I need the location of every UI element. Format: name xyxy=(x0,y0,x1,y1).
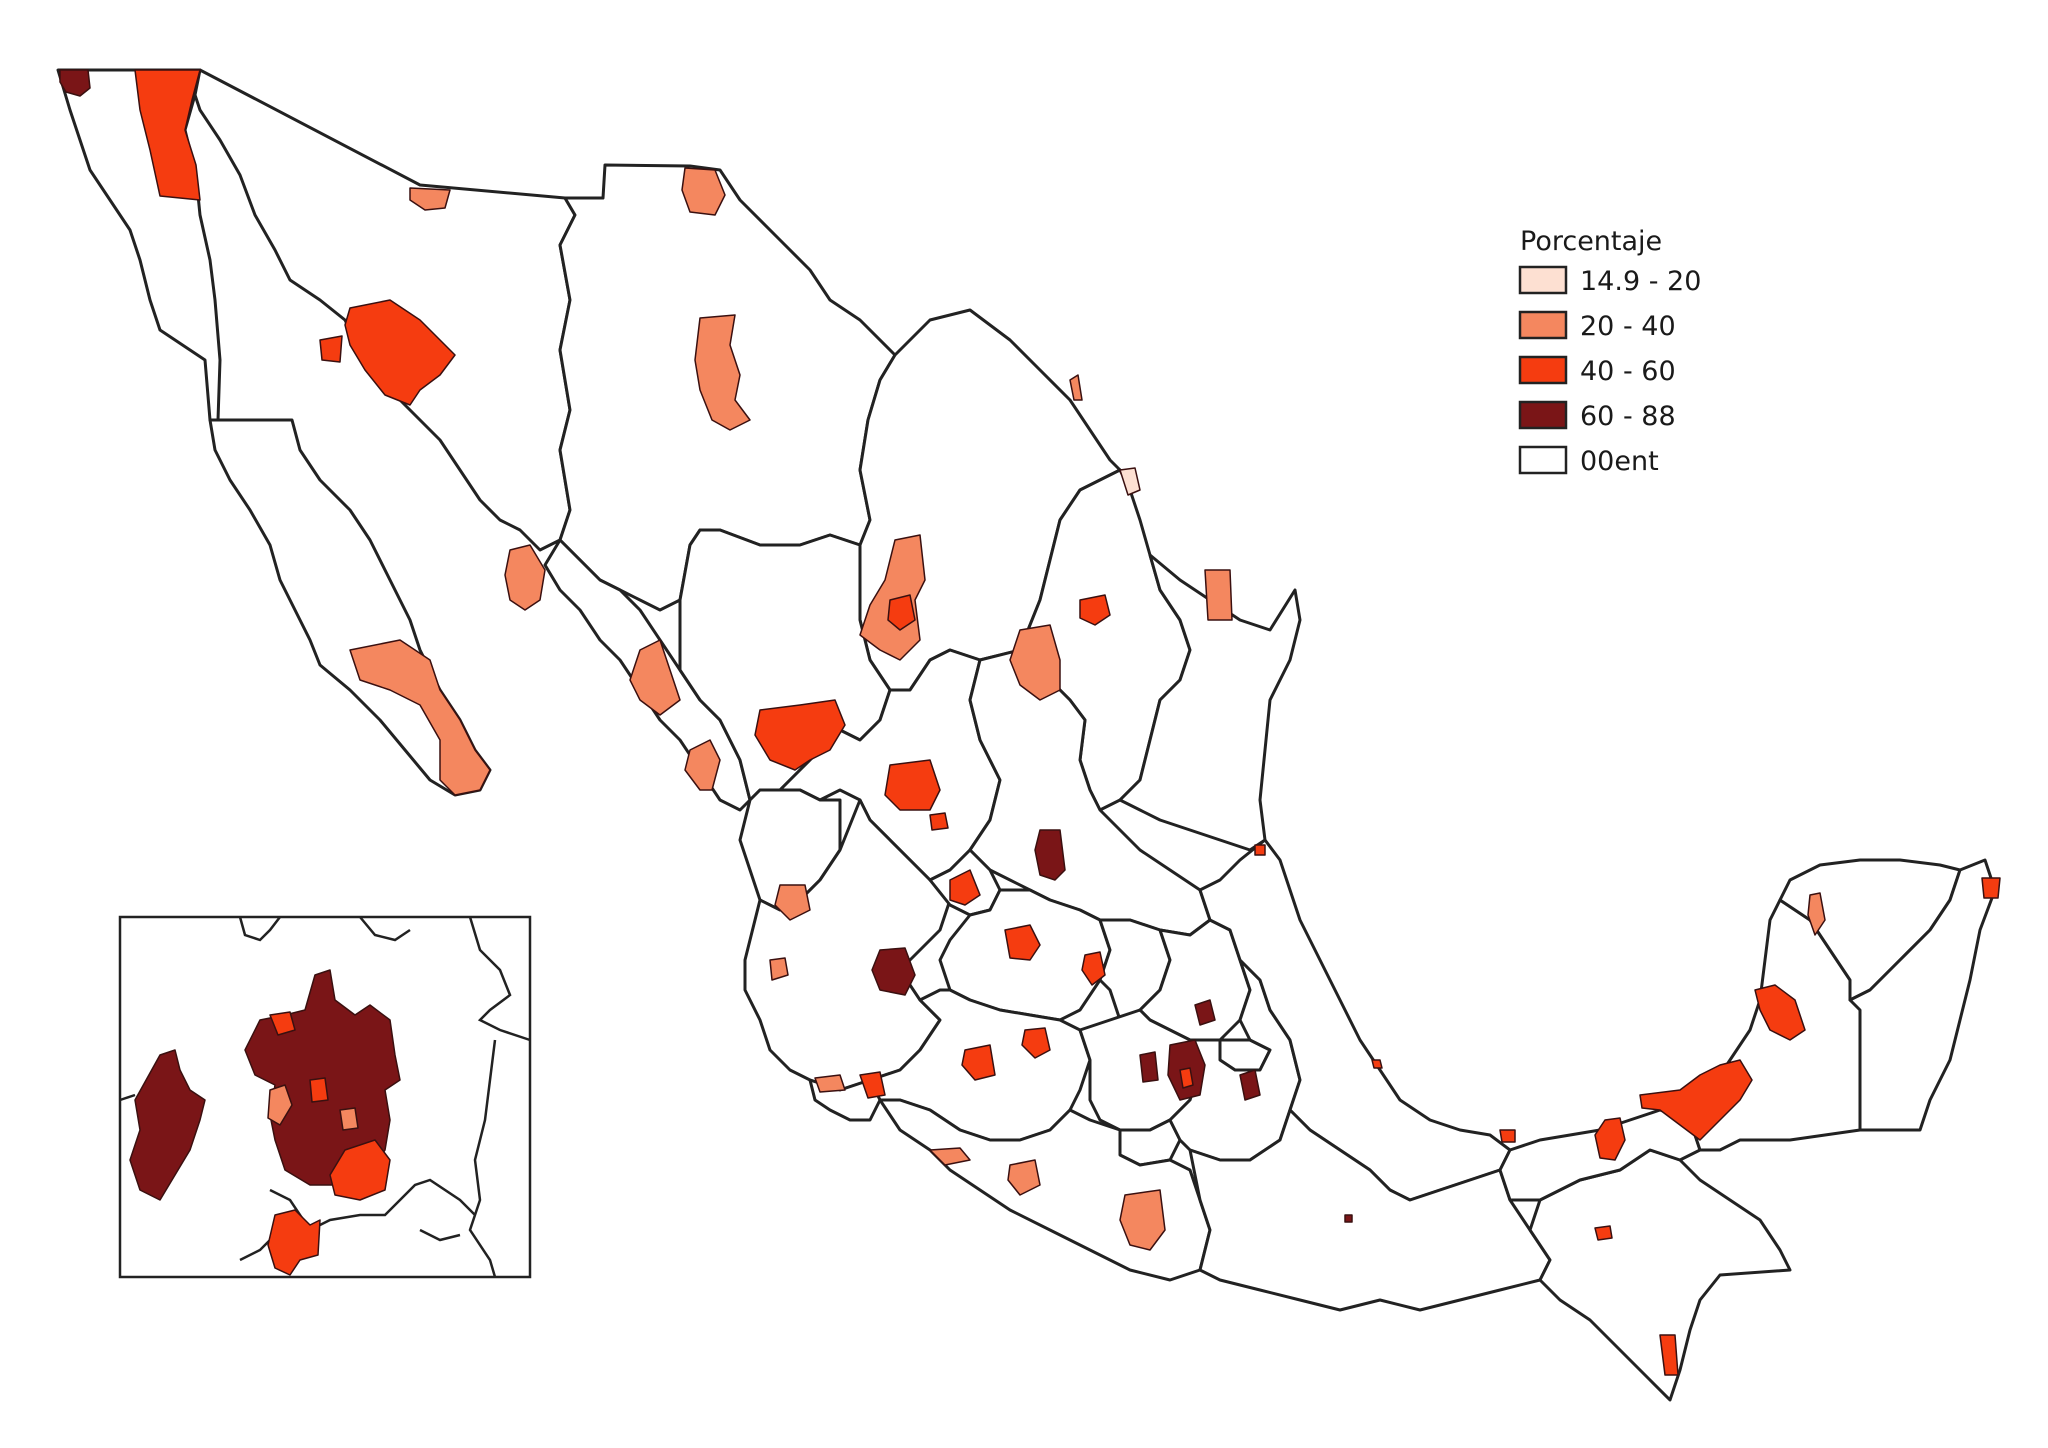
muni-torreon-cluster[interactable] xyxy=(859,534,926,661)
muni-cancun[interactable] xyxy=(1981,877,2001,899)
state-baja-california xyxy=(56,68,222,422)
inset-muni-southeast[interactable] xyxy=(329,1139,391,1201)
muni-lazaro-cardenas[interactable] xyxy=(929,1147,971,1166)
municipalities xyxy=(59,69,2001,1376)
muni-queretaro[interactable] xyxy=(1081,951,1106,986)
muni-torreon-core[interactable] xyxy=(887,594,916,631)
legend-swatch-4 xyxy=(1518,400,1568,430)
legend: Porcentaje 14.9 - 20 20 - 40 40 - 60 60 … xyxy=(1518,226,1701,477)
muni-merida[interactable] xyxy=(1807,892,1826,936)
legend-swatch-3 xyxy=(1518,355,1568,385)
legend-label-4: 60 - 88 xyxy=(1580,401,1676,432)
muni-aguascalientes[interactable] xyxy=(949,869,981,906)
inset-boundary-2 xyxy=(119,1039,497,1278)
state-jalisco xyxy=(743,798,952,1092)
muni-nogales[interactable] xyxy=(409,187,451,211)
muni-uruapan[interactable] xyxy=(1021,1027,1051,1059)
inset-muni-orange-4[interactable] xyxy=(339,1107,359,1131)
legend-swatch-5 xyxy=(1518,445,1568,475)
muni-ciudad-del-carmen[interactable] xyxy=(1639,1059,1753,1141)
muni-reynosa-small[interactable] xyxy=(1119,467,1141,496)
state-chiapas xyxy=(1528,1148,1792,1402)
muni-guadalajara[interactable] xyxy=(871,947,916,996)
legend-label-5: 00ent xyxy=(1580,446,1659,477)
muni-tampico[interactable] xyxy=(1254,844,1266,856)
inset-map xyxy=(118,915,532,1279)
muni-nuevo-laredo[interactable] xyxy=(1069,374,1083,401)
muni-tuxtla[interactable] xyxy=(1594,1225,1613,1241)
muni-acapulco[interactable] xyxy=(1007,1159,1041,1196)
muni-chihuahua[interactable] xyxy=(694,314,751,431)
inset-muni-orange-3[interactable] xyxy=(267,1084,293,1126)
muni-tijuana[interactable] xyxy=(59,69,91,97)
muni-veracruz[interactable] xyxy=(1371,1059,1383,1069)
muni-oaxaca[interactable] xyxy=(1119,1189,1166,1251)
inset-muni-orange-1[interactable] xyxy=(269,1011,296,1036)
muni-la-paz[interactable] xyxy=(349,639,491,796)
muni-juarez[interactable] xyxy=(681,167,726,216)
legend-label-2: 20 - 40 xyxy=(1580,311,1676,342)
muni-monterrey[interactable] xyxy=(1079,594,1111,626)
muni-villahermosa[interactable] xyxy=(1594,1117,1626,1161)
muni-coatzacoalcos[interactable] xyxy=(1499,1129,1516,1143)
muni-campeche[interactable] xyxy=(1754,984,1806,1041)
legend-title: Porcentaje xyxy=(1520,226,1662,257)
muni-tapachula[interactable] xyxy=(1659,1334,1679,1376)
muni-puebla[interactable] xyxy=(1239,1069,1261,1101)
muni-leon[interactable] xyxy=(1004,924,1041,961)
muni-mexicali[interactable] xyxy=(134,69,201,201)
legend-swatch-1 xyxy=(1518,265,1568,295)
inset-muni-west[interactable] xyxy=(129,1049,206,1201)
muni-tepic[interactable] xyxy=(774,884,811,921)
muni-hermosillo[interactable] xyxy=(344,299,456,406)
legend-swatch-2 xyxy=(1518,310,1568,340)
muni-toluca[interactable] xyxy=(1139,1051,1159,1083)
muni-pachuca[interactable] xyxy=(1194,999,1216,1026)
muni-salina-cruz[interactable] xyxy=(1344,1214,1353,1223)
state-quintana-roo xyxy=(1848,858,1997,1132)
inset-muni-orange-2[interactable] xyxy=(309,1077,329,1103)
muni-cuernavaca[interactable] xyxy=(1179,1067,1194,1089)
state-tamaulipas xyxy=(1118,553,1302,852)
muni-colima[interactable] xyxy=(859,1071,886,1099)
muni-durango[interactable] xyxy=(754,699,846,771)
inset-boundary-1 xyxy=(238,916,531,1042)
muni-fresnillo-small[interactable] xyxy=(929,812,949,831)
muni-matamoros[interactable] xyxy=(1204,569,1233,621)
muni-cajeme[interactable] xyxy=(504,544,546,611)
muni-slp[interactable] xyxy=(1034,829,1066,881)
inset-muni-south[interactable] xyxy=(267,1209,321,1276)
muni-morelia[interactable] xyxy=(961,1044,996,1081)
legend-label-3: 40 - 60 xyxy=(1580,356,1676,387)
legend-label-1: 14.9 - 20 xyxy=(1580,266,1701,297)
muni-mazatlan[interactable] xyxy=(684,739,721,791)
muni-culiacan[interactable] xyxy=(629,639,681,716)
muni-manzanillo[interactable] xyxy=(814,1074,846,1093)
muni-monclova-saltillo[interactable] xyxy=(1009,624,1061,701)
muni-zacatecas[interactable] xyxy=(884,759,941,811)
muni-puerto-vallarta[interactable] xyxy=(769,957,789,981)
muni-guaymas-coast[interactable] xyxy=(319,335,343,363)
